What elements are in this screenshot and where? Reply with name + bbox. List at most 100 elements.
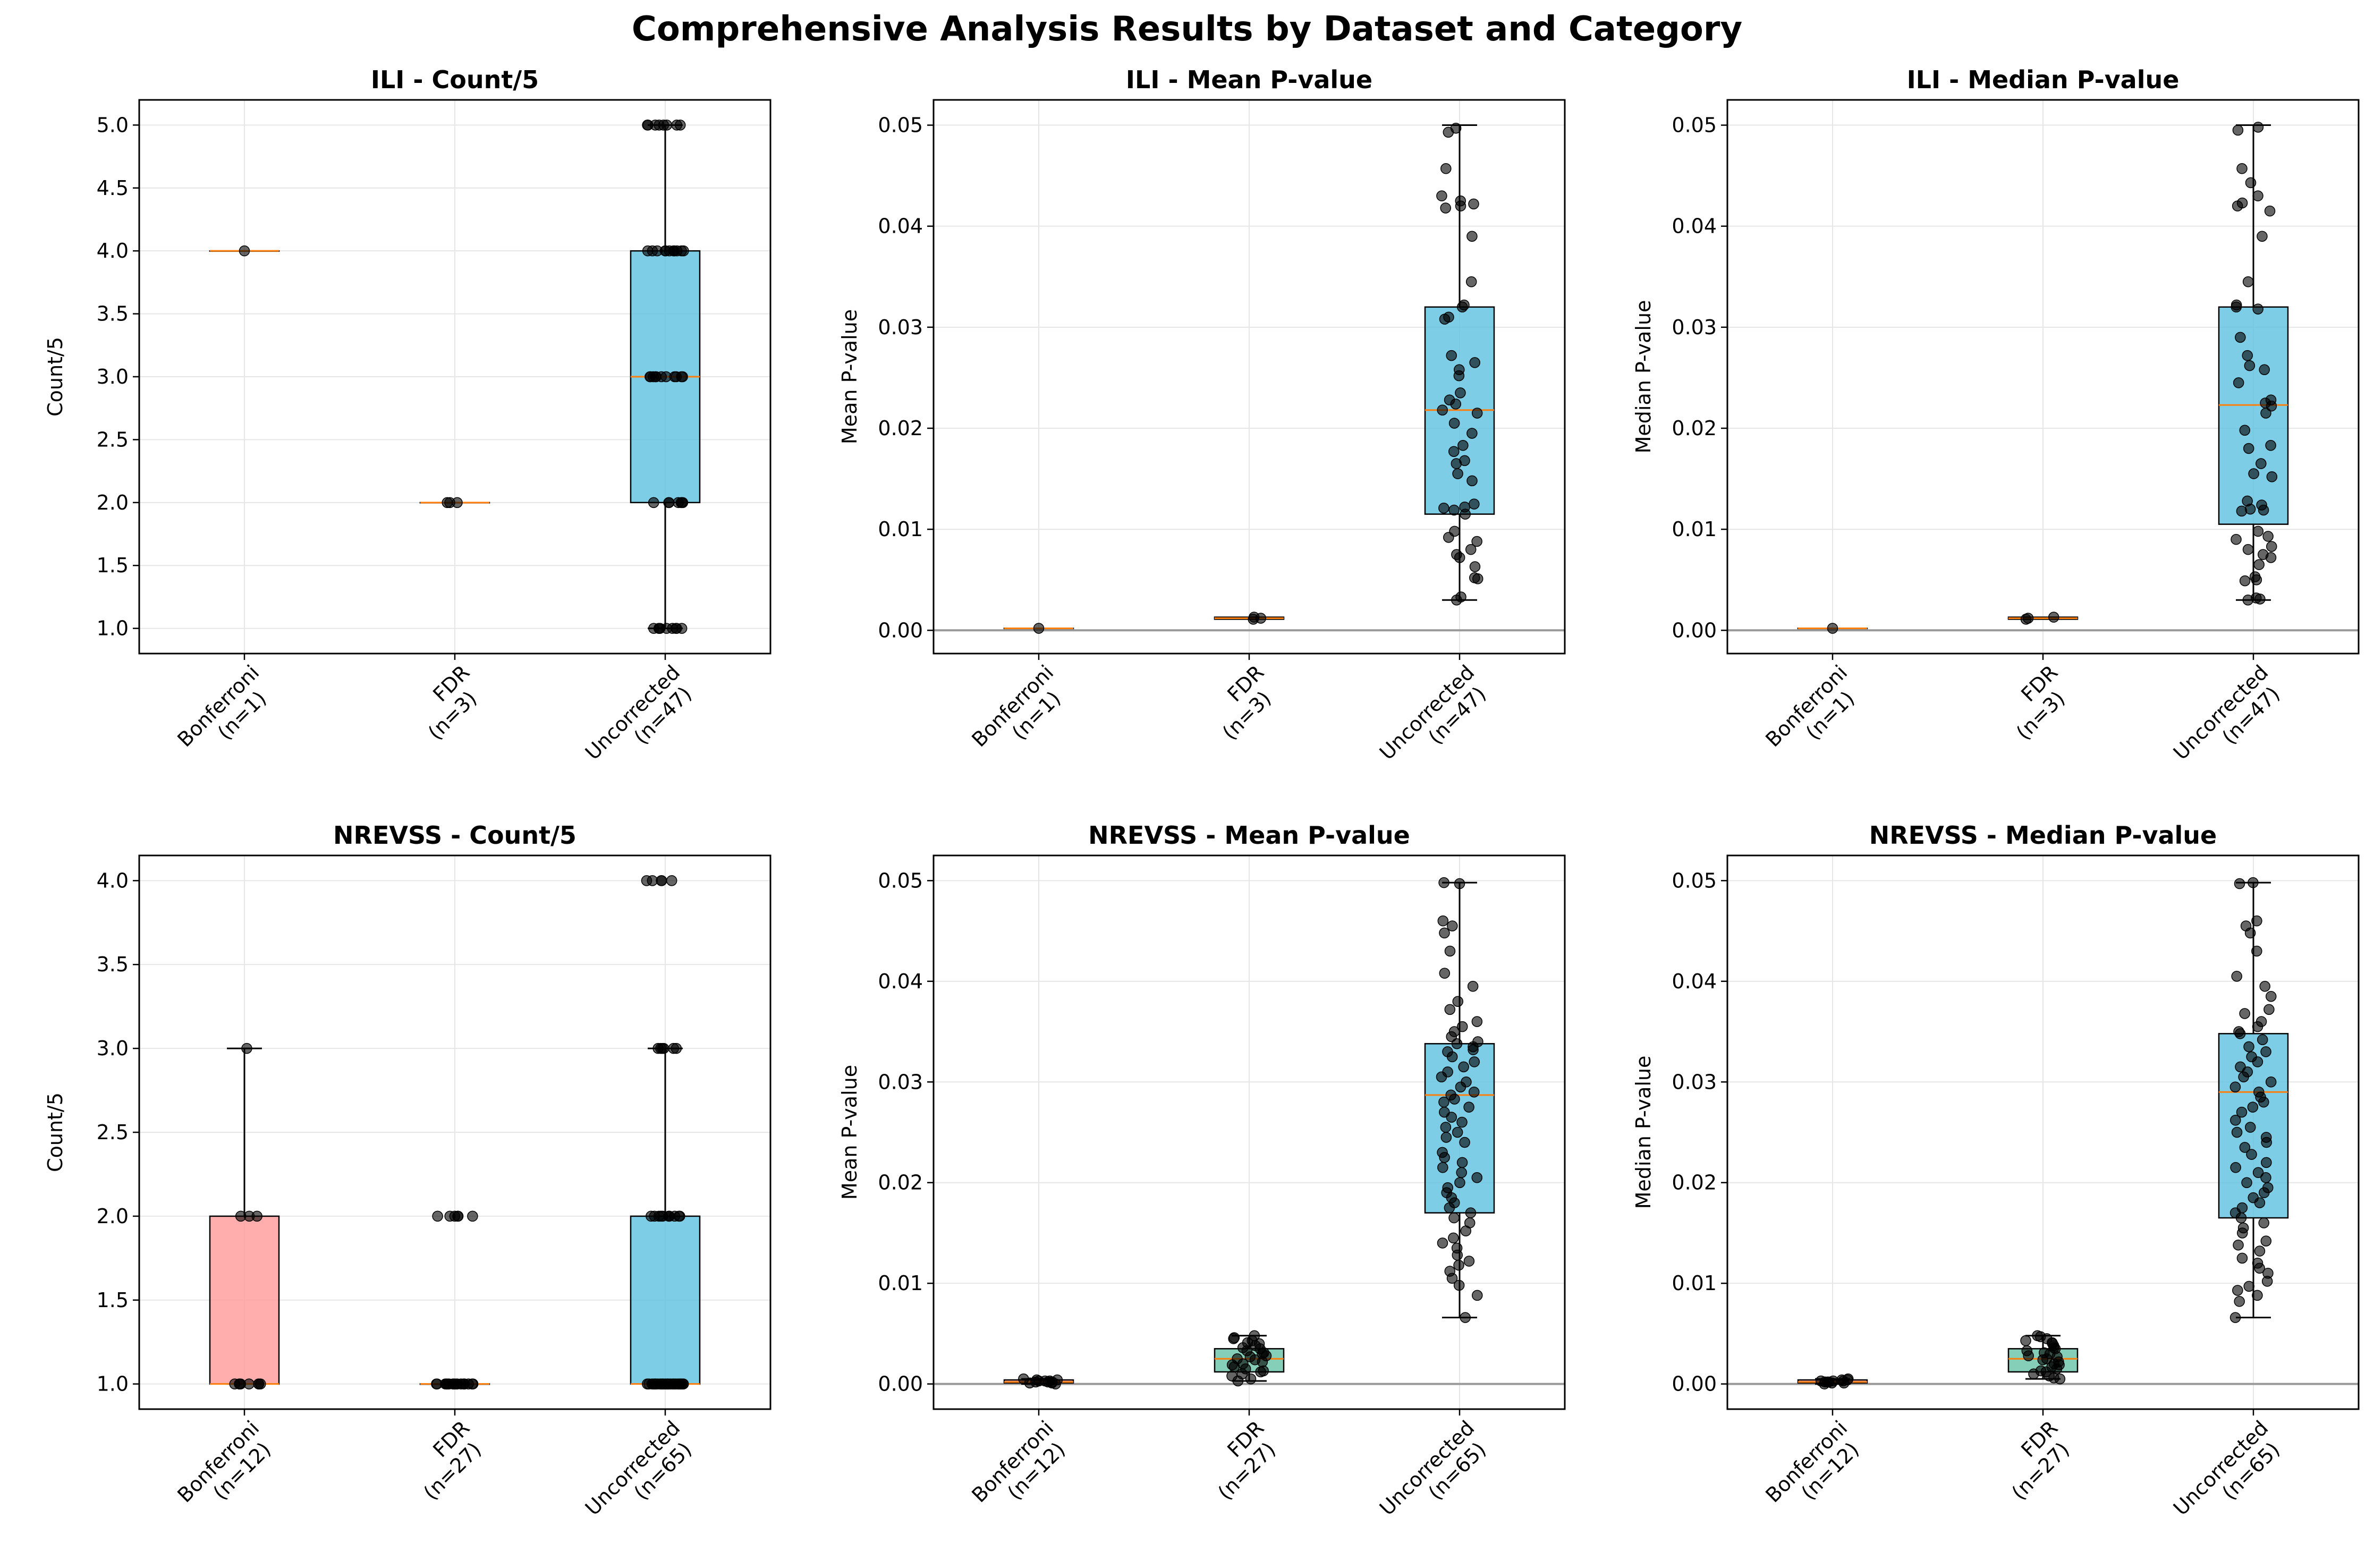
data-point: [1439, 927, 1450, 939]
data-point: [1463, 1256, 1475, 1267]
y-tick-label: 3.5: [97, 953, 129, 976]
data-point: [651, 245, 663, 257]
data-point: [1454, 1177, 1465, 1188]
data-point: [2242, 276, 2254, 287]
data-point: [2234, 1296, 2245, 1307]
data-point: [2232, 124, 2244, 136]
x-tick-label: Uncorrected(n=65): [2169, 1416, 2290, 1537]
data-point: [1459, 1137, 1470, 1148]
data-point: [1452, 1249, 1463, 1261]
data-point: [2233, 377, 2244, 388]
data-point: [648, 497, 659, 508]
data-point: [1438, 1096, 1449, 1108]
data-point: [251, 1210, 262, 1222]
data-point: [2241, 1177, 2252, 1188]
x-tick-label: Uncorrected(n=47): [2169, 660, 2290, 781]
y-tick-label: 0.04: [878, 970, 923, 993]
data-point: [2251, 945, 2262, 957]
x-tick-label: FDR(n=3): [1201, 660, 1285, 744]
data-point: [2260, 1046, 2271, 1057]
data-point: [2256, 458, 2267, 469]
data-point: [2258, 1096, 2269, 1108]
x-tick-label: Bonferroni(n=12): [1761, 1416, 1868, 1523]
x-tick-label: Bonferroni(n=1): [1761, 660, 1868, 768]
y-tick-label: 2.0: [97, 491, 129, 514]
y-tick-label: 4.0: [97, 869, 129, 892]
x-tick-label: Bonferroni(n=12): [173, 1416, 280, 1523]
y-axis-label: Count/5: [44, 1092, 67, 1172]
y-tick-label: 0.02: [1672, 1171, 1717, 1194]
y-tick-label: 0.05: [878, 114, 923, 137]
figure-title: Comprehensive Analysis Results by Datase…: [631, 10, 1743, 49]
data-point: [1469, 498, 1480, 510]
data-point: [1033, 623, 1045, 634]
chart-panel-6: 0.00 0.01 0.02 0.03 0.04 0.05 Bonferroni(n=12)…: [1632, 821, 2360, 1537]
data-point: [2247, 1101, 2259, 1113]
data-point: [1438, 877, 1449, 888]
y-tick-label: 0.05: [1672, 869, 1717, 892]
data-point: [1446, 1273, 1458, 1284]
data-point: [2028, 1368, 2039, 1379]
data-point: [463, 1378, 474, 1389]
data-point: [2252, 1021, 2263, 1032]
data-point: [1465, 544, 1477, 555]
y-tick-label: 5.0: [97, 113, 129, 137]
data-point: [2265, 990, 2277, 1002]
x-tick-label: Uncorrected(n=47): [1375, 660, 1496, 781]
data-point: [2266, 400, 2277, 412]
data-point: [675, 1378, 686, 1389]
data-point: [2239, 1142, 2251, 1153]
chart-title: NREVSS - Median P-value: [1869, 821, 2217, 850]
data-point: [1453, 370, 1465, 382]
data-point: [1439, 313, 1451, 325]
data-point: [2264, 205, 2276, 217]
data-point: [1466, 231, 1478, 242]
data-point: [2248, 468, 2259, 479]
data-point: [2246, 1149, 2257, 1160]
data-point: [2230, 1115, 2241, 1126]
y-tick-label: 0.03: [1672, 316, 1717, 339]
data-point: [1467, 981, 1479, 992]
x-tick-label: FDR(n=3): [407, 660, 491, 744]
y-tick-label: 0.00: [878, 618, 923, 642]
data-point: [1466, 475, 1478, 487]
data-point: [1457, 440, 1469, 451]
y-tick-label: 1.0: [97, 1372, 129, 1396]
data-point: [1469, 1056, 1480, 1067]
y-tick-label: 0.00: [1672, 1372, 1717, 1396]
data-point: [641, 875, 652, 886]
data-point: [1232, 1375, 1244, 1387]
data-point: [442, 497, 453, 508]
data-point: [2259, 981, 2270, 992]
data-point: [2260, 408, 2271, 419]
data-point: [668, 245, 680, 257]
data-point: [2252, 303, 2263, 315]
data-point: [2242, 544, 2254, 555]
y-tick-label: 0.03: [878, 1070, 923, 1094]
y-tick-label: 0.02: [1672, 417, 1717, 440]
data-point: [2252, 190, 2263, 201]
data-point: [1455, 1081, 1466, 1092]
data-point: [2258, 1217, 2269, 1228]
data-point: [1440, 1132, 1452, 1143]
data-point: [2037, 1354, 2048, 1366]
data-point: [2266, 541, 2277, 552]
chart-title: ILI - Mean P-value: [1126, 65, 1372, 94]
x-tick-label: Uncorrected(n=65): [1375, 1416, 1496, 1537]
x-tick-label: FDR(n=27): [402, 1416, 490, 1504]
data-point: [2257, 231, 2268, 242]
chart-panel-1: 1.0 1.5 2.0 2.5 3.0 3.5 4.0 4.5 5.0 Bonferroni(n=…: [44, 65, 771, 765]
chart-title: NREVSS - Mean P-value: [1088, 821, 1410, 850]
data-point: [253, 1378, 264, 1389]
y-tick-label: 2.5: [97, 1121, 129, 1144]
data-point: [2260, 1235, 2272, 1247]
y-tick-label: 0.01: [1672, 1272, 1717, 1295]
data-point: [1468, 198, 1479, 210]
data-point: [1468, 1044, 1479, 1055]
data-point: [431, 1378, 443, 1389]
data-point: [2022, 613, 2034, 624]
data-point: [1451, 1038, 1463, 1049]
data-point: [1444, 1004, 1456, 1015]
data-point: [1018, 1373, 1029, 1385]
data-point: [1453, 1279, 1465, 1291]
